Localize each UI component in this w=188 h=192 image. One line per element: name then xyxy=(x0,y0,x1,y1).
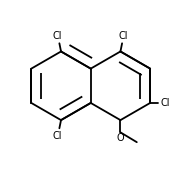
Text: Cl: Cl xyxy=(161,98,170,108)
Text: Cl: Cl xyxy=(53,131,62,141)
Text: Cl: Cl xyxy=(119,31,128,41)
Text: O: O xyxy=(117,133,124,143)
Text: Cl: Cl xyxy=(53,31,62,41)
